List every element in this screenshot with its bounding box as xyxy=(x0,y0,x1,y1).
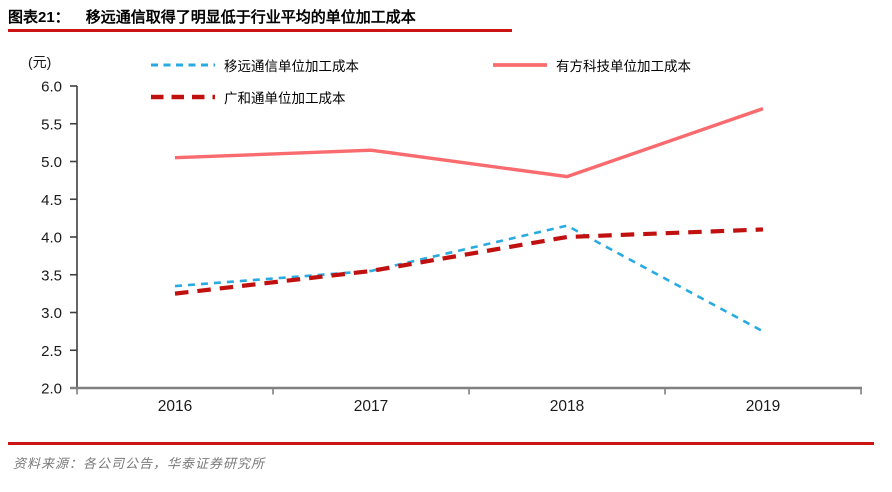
series-line-1 xyxy=(174,107,764,179)
series-line-0 xyxy=(174,224,764,333)
y-tick-label: 5.0 xyxy=(41,154,62,171)
legend-label-neoway: 有方科技单位加工成本 xyxy=(556,59,691,74)
legend-item-fibocom: 广和通单位加工成本 xyxy=(150,88,346,106)
legend-item-neoway: 有方科技单位加工成本 xyxy=(492,56,691,74)
legend-swatch-neoway xyxy=(493,63,547,67)
x-tick-label: 2018 xyxy=(550,398,584,415)
y-tick-label: 2.0 xyxy=(41,381,62,398)
legend-label-quectel: 移远通信单位加工成本 xyxy=(224,59,359,74)
y-tick-label: 3.0 xyxy=(41,305,62,322)
series-line-2 xyxy=(174,227,764,296)
x-tick-label: 2016 xyxy=(158,398,192,415)
legend-swatch-quectel xyxy=(151,63,215,67)
y-tick-label: 5.5 xyxy=(41,116,62,133)
legend-swatch-fibocom xyxy=(151,94,215,100)
y-tick-label: 2.5 xyxy=(41,343,62,360)
y-axis-unit-label: (元) xyxy=(28,54,52,70)
legend-item-quectel: 移远通信单位加工成本 xyxy=(150,56,359,74)
title-underline xyxy=(8,29,512,32)
source-note: 资料来源：各公司公告，华泰证券研究所 xyxy=(13,456,266,471)
y-tick-label: 6.0 xyxy=(41,79,62,96)
figure-title: 图表21： 移远通信取得了明显低于行业平均的单位加工成本 xyxy=(8,6,416,27)
y-tick-label: 4.0 xyxy=(41,230,62,247)
y-tick-label: 4.5 xyxy=(41,192,62,209)
figure-number: 图表21： xyxy=(8,9,70,26)
x-tick-label: 2017 xyxy=(354,398,388,415)
figure-title-text: 移远通信取得了明显低于行业平均的单位加工成本 xyxy=(85,9,416,26)
x-tick-label: 2019 xyxy=(746,398,780,415)
footer-divider xyxy=(8,442,874,445)
y-tick-label: 3.5 xyxy=(41,267,62,284)
legend-label-fibocom: 广和通单位加工成本 xyxy=(224,91,346,106)
